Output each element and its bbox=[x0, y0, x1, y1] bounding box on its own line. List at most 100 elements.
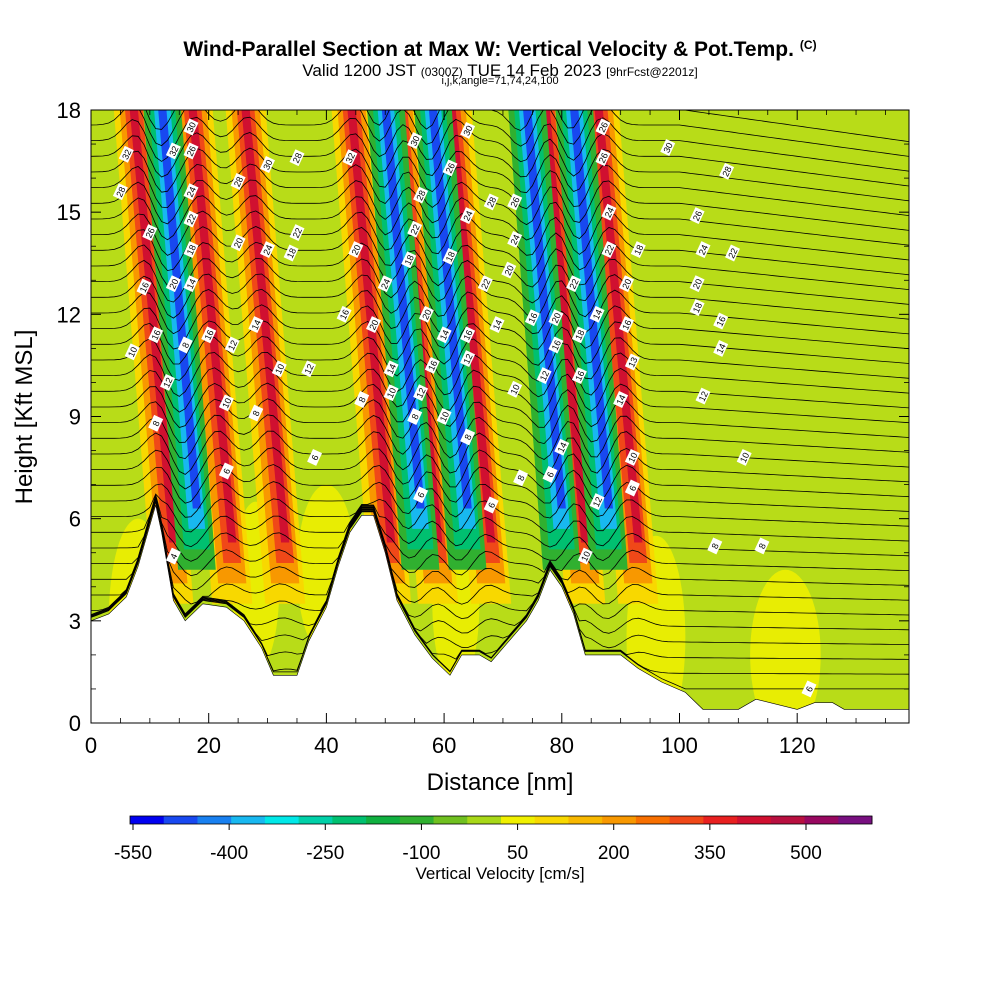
contour-label-text: 14 bbox=[491, 318, 504, 331]
contour-label-text: 20 bbox=[367, 318, 380, 331]
contour-label: 10 bbox=[436, 408, 452, 425]
lowlevel-updraft-area bbox=[750, 569, 821, 723]
contour-label: 8 bbox=[513, 469, 529, 487]
contour-label: 13 bbox=[624, 353, 640, 371]
contour-label-text: 20 bbox=[550, 311, 563, 324]
contour-label-text: 10 bbox=[579, 550, 592, 563]
contour-label: 16 bbox=[713, 312, 729, 330]
contour-label-text: 14 bbox=[250, 318, 263, 331]
contour-label: 8 bbox=[177, 336, 193, 354]
contour-label: 20 bbox=[230, 234, 246, 252]
contour-label: 24 bbox=[460, 207, 476, 225]
axes: 0 20 40 60 80 100 120 0 3 6 9 12 15 18 bbox=[57, 98, 909, 758]
contour-label: 14 bbox=[554, 438, 570, 456]
contour-label: 28 bbox=[289, 149, 305, 167]
colorbar-tick-label: 500 bbox=[790, 843, 822, 864]
colorbar-swatch bbox=[366, 816, 401, 824]
contour-label: 30 bbox=[460, 121, 476, 139]
contour-label-text: 10 bbox=[385, 386, 398, 399]
contour-label-text: 16 bbox=[573, 369, 586, 382]
x-tick-label: 120 bbox=[779, 733, 816, 758]
contour-label-text: 20 bbox=[350, 243, 363, 256]
contour-label: 20 bbox=[548, 309, 564, 327]
contour-label: 6 bbox=[624, 479, 640, 497]
colorbar-swatch bbox=[163, 816, 198, 824]
contour-label-text: 22 bbox=[185, 213, 198, 226]
colorbar-tick-label: -100 bbox=[402, 843, 440, 864]
theta-contour-line bbox=[91, 367, 909, 413]
contour-label: 30 bbox=[183, 118, 199, 136]
colorbar-swatch bbox=[534, 816, 569, 824]
colorbar-swatch bbox=[568, 816, 603, 824]
theta-contour-line bbox=[91, 257, 909, 305]
contour-label-text: 30 bbox=[409, 134, 422, 147]
theta-contour-line bbox=[91, 481, 909, 519]
contour-label: 12 bbox=[536, 367, 552, 385]
contour-label-text: 18 bbox=[403, 253, 416, 266]
contour-label-text: 6 bbox=[309, 453, 320, 462]
contour-label-text: 26 bbox=[144, 226, 157, 239]
contour-label-text: 10 bbox=[509, 383, 522, 396]
contour-label: 16 bbox=[336, 305, 352, 323]
contour-label: 16 bbox=[548, 336, 564, 354]
contour-label: 10 bbox=[736, 448, 752, 466]
contour-label: 10 bbox=[124, 343, 140, 361]
contour-label: 28 bbox=[719, 162, 735, 180]
colorbar-frame bbox=[129, 815, 873, 825]
contour-label-text: 12 bbox=[538, 369, 551, 382]
contour-label: 12 bbox=[413, 384, 429, 402]
colorbar-swatch bbox=[467, 816, 502, 824]
contour-label: 22 bbox=[183, 210, 199, 228]
contour-label: 16 bbox=[619, 316, 634, 334]
contour-label-text: 8 bbox=[251, 409, 262, 418]
contour-label-text: 14 bbox=[591, 308, 604, 321]
contour-label: 6 bbox=[801, 680, 817, 698]
contour-label-text: 26 bbox=[691, 209, 704, 222]
x-axis-label: Distance [nm] bbox=[427, 769, 574, 796]
colorbar-swatch bbox=[433, 816, 468, 824]
contour-label-text: 28 bbox=[720, 165, 733, 178]
contour-label: 28 bbox=[112, 183, 128, 201]
theta-contour-line bbox=[91, 495, 909, 562]
contour-label-text: 6 bbox=[545, 470, 556, 479]
theta-contour-line bbox=[91, 497, 909, 605]
contour-label: 18 bbox=[283, 244, 299, 262]
contour-label: 12 bbox=[301, 360, 317, 378]
contour-label: 12 bbox=[160, 373, 175, 391]
contour-label-text: 8 bbox=[357, 395, 368, 404]
contour-label: 26 bbox=[595, 118, 611, 136]
contour-label-text: 24 bbox=[261, 243, 274, 256]
theta-contour-line bbox=[91, 493, 909, 534]
contour-label-text: 18 bbox=[691, 301, 704, 314]
contour-label-text: 14 bbox=[385, 362, 398, 375]
updraft-band bbox=[129, 110, 178, 543]
contour-label-text: 26 bbox=[444, 161, 457, 174]
contour-label: 30 bbox=[660, 139, 676, 156]
y-tick-label: 6 bbox=[69, 507, 81, 532]
contour-label: 16 bbox=[201, 326, 217, 344]
y-tick-label: 0 bbox=[69, 711, 81, 736]
contour-label-text: 13 bbox=[626, 356, 639, 369]
colorbar-label: Vertical Velocity [cm/s] bbox=[415, 864, 585, 883]
contour-label: 24 bbox=[377, 275, 393, 293]
contour-label: 10 bbox=[218, 394, 234, 412]
colorbar-tick-label: -550 bbox=[114, 843, 152, 864]
contour-label-text: 18 bbox=[573, 328, 586, 341]
contour-label-text: 32 bbox=[120, 148, 133, 161]
contour-label-text: 10 bbox=[220, 396, 233, 409]
contour-label-text: 20 bbox=[420, 308, 433, 321]
colorbar-swatch bbox=[838, 816, 873, 824]
contour-label-text: 18 bbox=[185, 243, 198, 256]
contour-label: 22 bbox=[289, 224, 305, 242]
theta-contour-line bbox=[91, 500, 909, 660]
theta-contour-line bbox=[145, 110, 909, 142]
theta-contour-line bbox=[91, 430, 909, 476]
colorbar-tick-label: 350 bbox=[694, 843, 726, 864]
contour-label: 16 bbox=[524, 309, 540, 327]
contour-label: 8 bbox=[407, 408, 423, 425]
contour-label-text: 22 bbox=[291, 226, 304, 239]
x-tick-label: 0 bbox=[85, 733, 97, 758]
contour-label: 14 bbox=[436, 326, 452, 344]
contour-label: 14 bbox=[613, 391, 629, 408]
